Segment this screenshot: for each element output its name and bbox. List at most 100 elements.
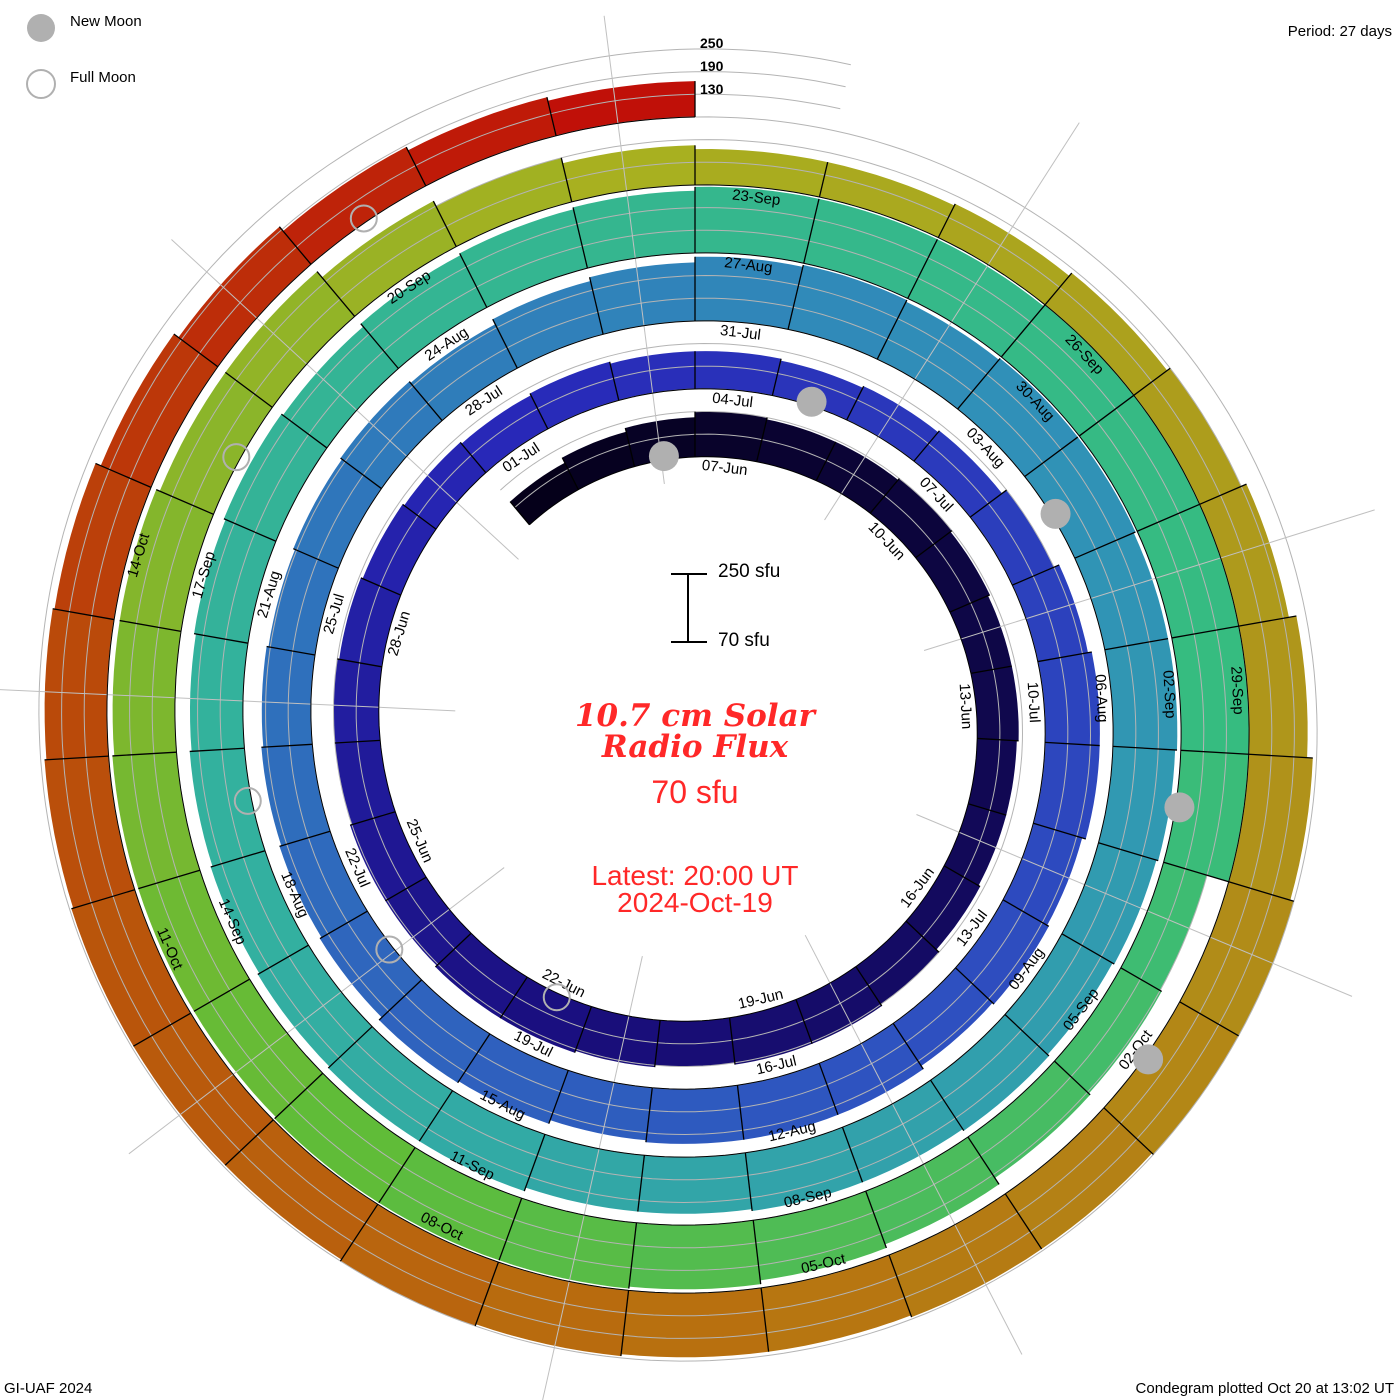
flux-bar: [949, 595, 1012, 674]
flux-bar: [695, 411, 768, 462]
flux-bar: [54, 463, 151, 620]
current-flux-value: 70 sfu: [651, 774, 739, 810]
flux-bar: [550, 1070, 653, 1141]
day-separator: [223, 518, 277, 542]
flux-bar: [1037, 652, 1100, 746]
flux-bar: [1012, 564, 1088, 662]
day-separator: [112, 751, 177, 757]
day-separator: [266, 645, 316, 656]
flux-bar: [907, 239, 1044, 357]
flux-bar: [379, 979, 490, 1083]
day-separator: [560, 157, 573, 203]
date-label: 02-Sep: [1159, 670, 1179, 719]
day-separator: [637, 1155, 645, 1212]
flux-bar: [915, 531, 990, 613]
flux-bar: [407, 97, 557, 186]
flux-bar: [1171, 626, 1250, 755]
day-separator: [278, 226, 312, 265]
day-separator: [888, 1254, 913, 1318]
grid-spoke: [171, 239, 519, 560]
latest-time: Latest: 20:00 UT: [591, 860, 799, 891]
new-moon-legend-icon: [27, 14, 55, 42]
day-separator: [432, 200, 457, 247]
flux-bar: [525, 1134, 645, 1212]
day-separator: [327, 1026, 373, 1069]
scale-bar-bottom-label: 70 sfu: [718, 630, 770, 651]
day-separator: [316, 271, 356, 317]
day-separator: [1103, 1107, 1154, 1155]
day-separator: [913, 430, 940, 462]
flux-bar: [1003, 823, 1083, 926]
day-separator: [378, 1147, 416, 1204]
flux-bar: [283, 147, 426, 265]
new-moon-marker: [648, 441, 679, 472]
day-separator: [1112, 745, 1178, 751]
grid-spoke: [542, 956, 643, 1400]
flux-bar: [435, 157, 572, 247]
day-separator: [385, 876, 427, 902]
flux-bar: [930, 1014, 1049, 1131]
flux-bar: [334, 740, 396, 825]
new-moon-legend-label: New Moon: [70, 13, 142, 30]
day-separator: [261, 743, 313, 748]
flux-bar: [547, 81, 695, 136]
flux-bar: [279, 831, 368, 938]
scale-bar-top-label: 250 sfu: [718, 561, 781, 582]
grid-spoke: [804, 934, 1023, 1355]
flux-bar: [562, 145, 695, 202]
flux-bar: [629, 1220, 761, 1290]
day-separator: [52, 608, 115, 621]
day-separator: [1248, 753, 1313, 759]
flux-bar: [461, 395, 548, 473]
day-separator: [274, 1072, 324, 1120]
flux-bar: [695, 256, 803, 330]
day-separator: [523, 1134, 546, 1192]
flux-bar: [499, 1198, 637, 1289]
day-separator: [915, 530, 953, 559]
flux-bar: [645, 1085, 744, 1144]
flux-bar: [194, 519, 276, 644]
day-separator: [44, 755, 109, 761]
day-separator: [499, 976, 528, 1019]
day-separator: [771, 358, 782, 396]
flux-bar: [194, 979, 323, 1118]
day-separator: [319, 910, 368, 940]
day-separator: [1104, 637, 1169, 651]
flux-bar: [1079, 395, 1200, 532]
day-separator: [173, 333, 219, 368]
day-separator: [1002, 899, 1050, 927]
day-separator: [1037, 651, 1092, 663]
flux-bar: [877, 301, 999, 409]
flux-bar: [1098, 746, 1176, 861]
grid-spoke: [923, 509, 1375, 651]
day-separator: [855, 966, 883, 1007]
full-moon-legend-label: Full Moon: [70, 69, 136, 86]
day-separator: [969, 489, 1007, 518]
flux-bar: [378, 1147, 522, 1261]
day-separator: [977, 737, 1019, 742]
flux-bar: [274, 1073, 416, 1203]
day-separator: [967, 803, 1007, 816]
flux-bar: [819, 162, 955, 238]
flux-bar: [756, 419, 836, 481]
flux-bar: [913, 430, 1002, 518]
footer-credit: GI-UAF 2024: [4, 1380, 93, 1397]
day-separator: [459, 253, 488, 308]
day-separator: [1044, 741, 1100, 747]
day-separator: [955, 967, 995, 1005]
day-separator: [193, 978, 250, 1012]
day-separator: [744, 1152, 753, 1212]
date-label: 23-Sep: [731, 187, 781, 210]
date-label: 06-Aug: [1091, 674, 1111, 723]
day-separator: [1120, 967, 1163, 993]
flux-bar: [1005, 1107, 1152, 1249]
day-separator: [937, 203, 956, 238]
day-separator: [281, 413, 328, 449]
flux-bar: [1238, 616, 1308, 758]
flux-bar: [492, 281, 604, 369]
day-separator: [1228, 881, 1295, 902]
flux-bar: [458, 1033, 569, 1124]
new-moon-marker: [796, 386, 827, 417]
chart-title-line2: Radio Flux: [601, 729, 789, 765]
